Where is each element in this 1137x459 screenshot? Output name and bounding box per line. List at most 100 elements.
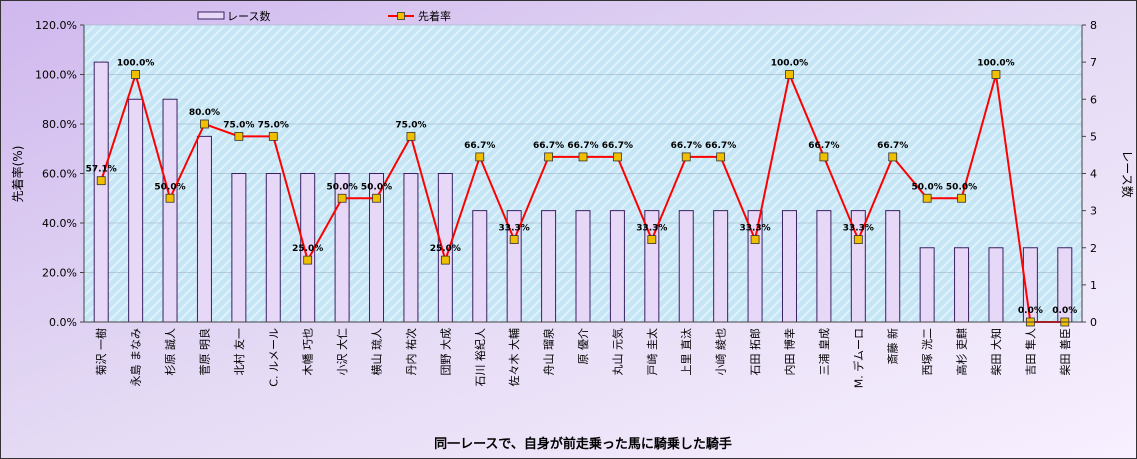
bar (609, 210, 625, 323)
bar (162, 98, 178, 323)
data-label: 66.7% (464, 141, 495, 151)
category-label: 斎藤 新 (886, 328, 900, 365)
category-label: 柴田 善臣 (1058, 328, 1072, 376)
bar (816, 210, 832, 323)
legend-bar-swatch (197, 11, 225, 20)
category-label: 丹内 祐次 (404, 328, 418, 376)
category-label: 上里 直汰 (679, 328, 693, 376)
bar (541, 210, 557, 323)
bar-series (93, 61, 1073, 323)
data-label: 66.7% (602, 141, 633, 151)
data-label: 66.7% (877, 141, 908, 151)
category-label: 丸山 元気 (610, 328, 624, 376)
data-point (819, 152, 829, 162)
data-label: 50.0% (361, 182, 392, 192)
data-point (613, 152, 622, 162)
data-label: 33.3% (843, 224, 874, 234)
category-label: 原 優介 (577, 328, 590, 365)
left-tick-label: 80.0% (42, 118, 77, 131)
data-point (131, 70, 141, 79)
bar (713, 210, 729, 323)
category-label: 佐々木 大輔 (507, 328, 521, 387)
data-point (509, 235, 519, 244)
data-label: 0.0% (1052, 306, 1077, 316)
category-label: 北村 友一 (232, 328, 246, 376)
bar (781, 210, 797, 323)
legend-bar-label: レース数 (227, 10, 270, 23)
data-label: 75.0% (395, 120, 426, 130)
bar (265, 173, 281, 323)
data-point (681, 152, 691, 162)
right-tick-label: 0 (1090, 316, 1097, 329)
left-tick-label: 60.0% (42, 168, 77, 181)
category-label: 小沢 大仁 (335, 328, 349, 376)
bar (919, 247, 935, 323)
left-tick-label: 100.0% (35, 69, 77, 82)
data-label: 100.0% (117, 59, 155, 69)
data-point (888, 152, 898, 162)
data-point (716, 152, 726, 162)
category-label: 菅原 明良 (197, 328, 211, 376)
data-point (578, 152, 588, 162)
bar (954, 247, 970, 323)
legend-line-marker (397, 12, 405, 20)
data-label: 33.3% (499, 224, 530, 234)
left-tick-label: 20.0% (42, 267, 77, 280)
data-point (440, 255, 450, 265)
data-label: 57.1% (86, 165, 117, 175)
category-label: 三浦 皇成 (817, 328, 831, 376)
right-tick-label: 3 (1090, 205, 1097, 218)
category-label: 西塚 洸二 (920, 328, 934, 376)
category-label: 柴田 大知 (989, 328, 1003, 376)
data-label: 66.7% (705, 141, 736, 151)
data-label: 33.3% (739, 224, 770, 234)
data-point (268, 131, 278, 141)
data-label: 100.0% (771, 59, 809, 69)
category-label: 高杉 吏麒 (955, 328, 969, 376)
category-label: 菊沢 一樹 (94, 328, 108, 376)
category-label: 石川 裕紀人 (474, 328, 487, 387)
bar (93, 61, 109, 323)
left-tick-label: 0.0% (49, 316, 77, 329)
right-tick-label: 6 (1090, 93, 1097, 106)
data-label: 25.0% (430, 244, 461, 254)
data-label: 80.0% (189, 108, 220, 118)
data-label: 50.0% (326, 182, 357, 192)
data-label: 66.7% (533, 141, 564, 151)
bar (196, 135, 212, 323)
right-tick-label: 8 (1090, 19, 1097, 32)
bar (885, 210, 901, 323)
data-point (544, 152, 553, 162)
right-tick-label: 2 (1090, 242, 1097, 255)
left-axis-title: 先着率(%) (10, 146, 25, 203)
data-point (337, 193, 347, 203)
category-label: 戸崎 圭太 (645, 328, 659, 376)
data-point (785, 70, 794, 79)
category-label: 永島 まなみ (129, 328, 143, 387)
data-point (922, 193, 932, 203)
bar (988, 247, 1004, 323)
category-label: 内田 博幸 (782, 328, 796, 376)
category-label: 吉田 隼人 (1023, 328, 1037, 376)
data-label: 75.0% (258, 120, 289, 130)
data-point (303, 255, 313, 265)
category-label: M. デムーロ (851, 328, 865, 388)
data-point (96, 176, 106, 186)
right-tick-label: 1 (1090, 279, 1097, 292)
left-tick-label: 120.0% (35, 19, 77, 32)
category-label: 小崎 綾也 (714, 328, 728, 376)
data-point (853, 235, 863, 244)
category-labels: 菊沢 一樹 永島 まなみ 杉原 誠人 菅原 明良 北村 友一 C. ルメール 木幡 巧也 小沢… (94, 328, 1072, 388)
line-series: 57.1%100.0%50.0%80.0%75.0% 75.0%25.0%50.0… (86, 59, 1077, 327)
data-point (991, 70, 1001, 79)
data-point (957, 193, 966, 203)
category-label: C. ルメール (267, 328, 280, 387)
right-tick-label: 4 (1090, 168, 1097, 181)
category-label: 木幡 巧也 (301, 328, 315, 376)
data-label: 75.0% (223, 120, 254, 130)
bar (403, 173, 419, 323)
right-tick-label: 5 (1090, 130, 1097, 143)
data-label: 100.0% (977, 59, 1015, 69)
right-tick-label: 7 (1090, 56, 1097, 69)
